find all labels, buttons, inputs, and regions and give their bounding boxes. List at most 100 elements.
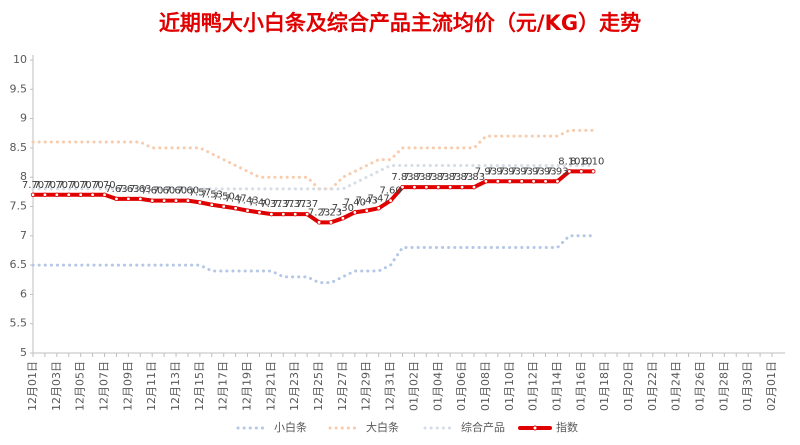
data-label: 7.83 — [415, 172, 437, 183]
x-tick-label: 01月10日 — [503, 361, 516, 411]
point — [138, 196, 143, 202]
point — [161, 198, 167, 203]
data-label: 7.70 — [93, 180, 115, 191]
data-label: 8.10 — [558, 156, 580, 167]
legend-label: 小白条 — [274, 420, 307, 434]
point — [364, 208, 369, 213]
point — [149, 198, 155, 203]
data-label: 7.83 — [451, 172, 473, 183]
point — [412, 184, 417, 190]
data-label: 7.93 — [511, 166, 533, 177]
x-tick-label: 02月01日 — [765, 361, 778, 411]
x-tick-label: 12月07日 — [98, 361, 111, 411]
y-tick-label: 5 — [20, 346, 27, 359]
point — [90, 192, 95, 197]
data-label: 7.70 — [81, 180, 103, 191]
data-label: 7.70 — [70, 180, 92, 191]
data-label: 7.40 — [344, 197, 366, 208]
x-tick-label: 01月30日 — [741, 361, 754, 411]
x-tick-label: 12月27日 — [336, 361, 349, 411]
data-label: 7.93 — [534, 166, 556, 177]
point — [352, 210, 358, 215]
x-tick-label: 01月26日 — [693, 361, 706, 411]
data-label: 7.70 — [34, 180, 56, 191]
point — [281, 211, 286, 217]
point — [221, 204, 226, 209]
y-tick-label: 6 — [20, 287, 27, 300]
data-label: 8.10 — [582, 156, 604, 167]
x-tick-label: 12月11日 — [145, 361, 158, 411]
point — [257, 210, 262, 215]
x-tick-label: 12月13日 — [169, 361, 182, 411]
data-label: 7.63 — [105, 184, 127, 195]
data-label: 7.93 — [487, 166, 509, 177]
data-label: 7.93 — [546, 166, 568, 177]
data-label: 7.70 — [58, 180, 80, 191]
x-tick-label: 01月18日 — [598, 361, 611, 411]
point — [42, 192, 48, 197]
point — [293, 211, 298, 217]
x-tick-label: 12月29日 — [360, 361, 373, 411]
data-label: 7.47 — [224, 193, 246, 204]
point — [471, 184, 477, 190]
data-label: 7.60 — [177, 186, 199, 197]
data-label: 7.83 — [427, 172, 449, 183]
point — [495, 179, 501, 184]
point — [102, 192, 107, 197]
x-tick-label: 12月03日 — [50, 361, 63, 411]
legend-marker — [532, 425, 538, 431]
data-label: 7.23 — [308, 207, 330, 218]
point — [531, 179, 536, 184]
point — [340, 216, 346, 221]
data-label: 7.83 — [391, 172, 413, 183]
point — [233, 206, 238, 211]
y-tick-label: 9.5 — [10, 82, 28, 95]
point — [376, 206, 381, 211]
point — [447, 184, 453, 190]
data-label: 7.50 — [213, 192, 235, 203]
data-label: 7.53 — [201, 190, 223, 201]
series-line — [31, 234, 595, 285]
chart-title: 近期鸭大小白条及综合产品主流均价（元/KG）走势 — [159, 11, 641, 35]
point — [66, 192, 71, 197]
data-label: 7.93 — [522, 166, 544, 177]
data-label: 7.37 — [272, 199, 294, 210]
data-label: 7.37 — [284, 199, 306, 210]
y-tick-label: 6.5 — [10, 258, 28, 271]
data-label: 7.63 — [117, 184, 139, 195]
point — [209, 202, 214, 207]
y-tick-label: 7 — [20, 229, 27, 242]
y-tick-label: 7.5 — [10, 200, 28, 213]
data-label: 7.43 — [356, 196, 378, 207]
point — [436, 184, 441, 190]
data-label: 7.83 — [403, 172, 425, 183]
point — [459, 184, 465, 190]
x-tick-label: 01月04日 — [431, 361, 444, 411]
x-tick-label: 01月24日 — [670, 361, 683, 411]
data-label: 7.40 — [248, 197, 270, 208]
data-label: 7.60 — [379, 186, 401, 197]
point — [126, 196, 131, 202]
point — [400, 184, 405, 190]
data-label: 7.93 — [475, 166, 497, 177]
data-label: 7.57 — [189, 187, 211, 198]
x-tick-label: 12月09日 — [121, 361, 134, 411]
point — [54, 192, 60, 197]
data-label: 7.37 — [260, 199, 282, 210]
point — [567, 169, 572, 174]
point — [424, 184, 429, 190]
x-tick-label: 01月08日 — [479, 361, 492, 411]
legend-label: 指数 — [556, 420, 578, 434]
point — [269, 211, 274, 217]
point — [245, 208, 250, 213]
x-tick-label: 01月06日 — [455, 361, 468, 411]
data-label: 7.93 — [499, 166, 521, 177]
x-tick-label: 01月20日 — [622, 361, 635, 411]
data-label: 7.37 — [296, 199, 318, 210]
x-tick-label: 12月21日 — [264, 361, 277, 411]
x-tick-label: 01月16日 — [574, 361, 587, 411]
y-tick-label: 10 — [13, 53, 27, 66]
point — [579, 169, 584, 174]
x-tick-label: 01月12日 — [527, 361, 540, 411]
